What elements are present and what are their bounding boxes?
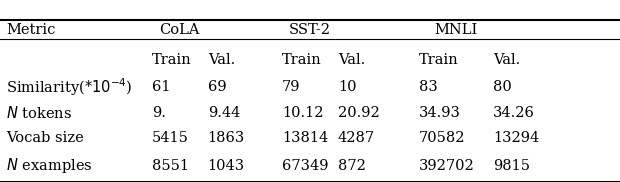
Text: 10.12: 10.12 (282, 106, 324, 120)
Text: Similarity($*10^{-4}$): Similarity($*10^{-4}$) (6, 76, 133, 98)
Text: 61: 61 (152, 80, 171, 94)
Text: 70582: 70582 (418, 131, 465, 145)
Text: CoLA: CoLA (159, 23, 200, 37)
Text: 67349: 67349 (282, 159, 329, 173)
Text: 392702: 392702 (418, 159, 474, 173)
Text: 13294: 13294 (493, 131, 539, 145)
Text: 9815: 9815 (493, 159, 530, 173)
Text: Train: Train (282, 53, 322, 67)
Text: 34.93: 34.93 (418, 106, 461, 120)
Text: 69: 69 (208, 80, 226, 94)
Text: 1863: 1863 (208, 131, 245, 145)
Text: 5415: 5415 (152, 131, 188, 145)
Text: $N$ tokens: $N$ tokens (6, 105, 73, 121)
Text: Metric: Metric (6, 23, 56, 37)
Text: 80: 80 (493, 80, 512, 94)
Text: SST-2: SST-2 (289, 23, 331, 37)
Text: 20.92: 20.92 (338, 106, 379, 120)
Text: 9.: 9. (152, 106, 166, 120)
Text: 1043: 1043 (208, 159, 245, 173)
Text: 83: 83 (418, 80, 437, 94)
Text: 10: 10 (338, 80, 356, 94)
Text: $N$ examples: $N$ examples (6, 156, 93, 175)
Text: 9.44: 9.44 (208, 106, 240, 120)
Text: MNLI: MNLI (434, 23, 477, 37)
Text: 872: 872 (338, 159, 366, 173)
Text: Val.: Val. (338, 53, 365, 67)
Text: 8551: 8551 (152, 159, 189, 173)
Text: Val.: Val. (493, 53, 520, 67)
Text: Vocab size: Vocab size (6, 131, 84, 145)
Text: 4287: 4287 (338, 131, 375, 145)
Text: 34.26: 34.26 (493, 106, 535, 120)
Text: Train: Train (152, 53, 192, 67)
Text: 13814: 13814 (282, 131, 329, 145)
Text: Val.: Val. (208, 53, 235, 67)
Text: 79: 79 (282, 80, 301, 94)
Text: Train: Train (418, 53, 458, 67)
